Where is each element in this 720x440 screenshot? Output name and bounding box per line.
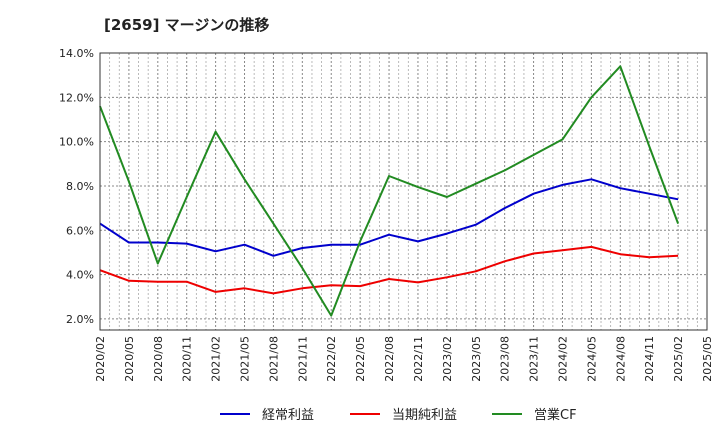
x-tick-labels: 2020/02 2020/05 2020/08 2020/11 2021/02 2021/… — [94, 336, 714, 382]
y-tick-label: 8.0% — [66, 180, 94, 193]
x-tick-label: 2024/08 — [614, 336, 627, 382]
x-tick-label: 2025/02 — [672, 336, 685, 382]
x-tick-label: 2021/11 — [296, 336, 309, 382]
x-tick-label: 2022/05 — [354, 336, 367, 382]
legend-label: 当期純利益 — [392, 408, 457, 423]
x-tick-label: 2021/02 — [210, 336, 223, 382]
y-tick-label: 4.0% — [66, 269, 94, 282]
y-tick-label: 10.0% — [59, 136, 94, 149]
x-tick-label: 2023/05 — [470, 336, 483, 382]
x-tick-label: 2022/11 — [412, 336, 425, 382]
x-tick-label: 2024/02 — [556, 336, 569, 382]
x-tick-label: 2023/02 — [441, 336, 454, 382]
legend: 経常利益 当期純利益 営業CF — [220, 407, 577, 423]
x-tick-label: 2022/08 — [383, 336, 396, 382]
y-tick-label: 12.0% — [59, 91, 94, 104]
x-tick-label: 2020/05 — [123, 336, 136, 382]
y-tick-label: 14.0% — [59, 47, 94, 60]
series-line — [99, 245, 679, 295]
x-tick-label: 2020/11 — [181, 336, 194, 382]
x-tick-label: 2024/05 — [585, 336, 598, 382]
x-tick-label: 2021/08 — [267, 336, 280, 382]
x-tick-label: 2020/08 — [152, 336, 165, 382]
y-tick-label: 6.0% — [66, 224, 94, 237]
legend-label: 経常利益 — [262, 408, 314, 423]
x-tick-label: 2025/05 — [701, 336, 714, 382]
series-line — [99, 65, 680, 317]
x-tick-label: 2021/05 — [239, 336, 252, 382]
x-tick-label: 2024/11 — [643, 336, 656, 382]
y-tick-labels: 2.0% 4.0% 6.0% 8.0% 10.0% 12.0% 14.0% — [59, 47, 94, 326]
y-tick-label: 2.0% — [66, 313, 94, 326]
series-lines — [99, 65, 680, 317]
plot-frame — [99, 52, 708, 331]
x-tick-label: 2020/02 — [94, 336, 107, 382]
grid — [99, 52, 708, 330]
x-tick-label: 2022/02 — [325, 336, 338, 382]
legend-label: 営業CF — [534, 407, 577, 423]
x-tick-label: 2023/08 — [499, 336, 512, 382]
series-line — [99, 178, 679, 257]
x-tick-label: 2023/11 — [528, 336, 541, 382]
chart-title: [2659] マージンの推移 — [104, 16, 270, 34]
